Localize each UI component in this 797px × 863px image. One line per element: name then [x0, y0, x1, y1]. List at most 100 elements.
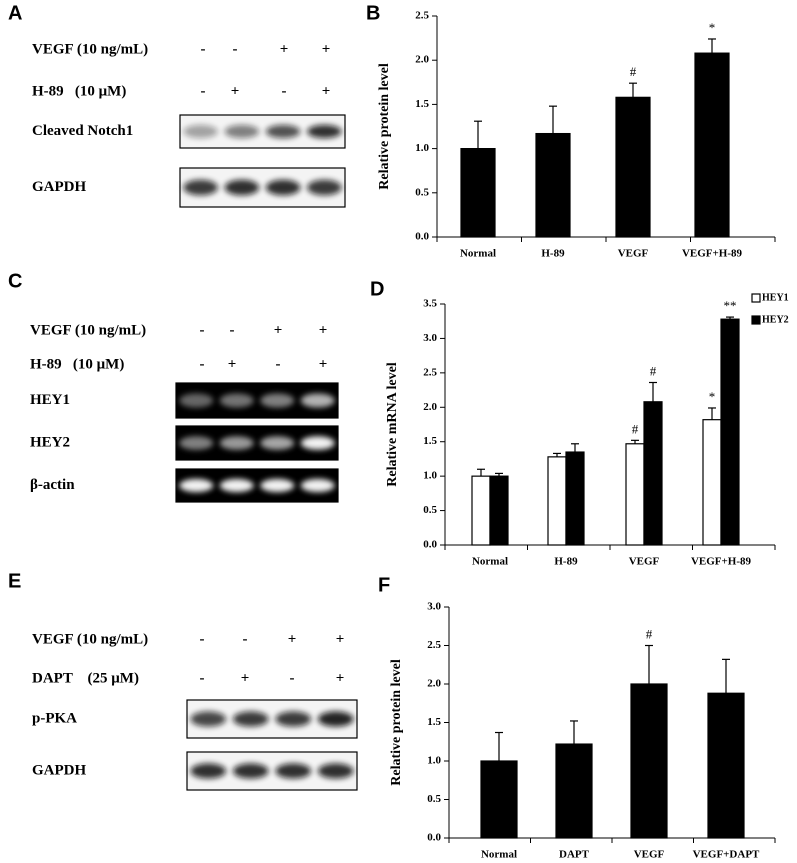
condition-sign: - [243, 631, 248, 647]
band [232, 763, 269, 779]
condition-sign: + [231, 83, 240, 99]
condition-sign: + [336, 631, 345, 647]
y-tick-label: 1.0 [427, 755, 441, 767]
condition-sign: + [322, 83, 331, 99]
condition-sign: + [274, 322, 283, 338]
condition-label: VEGF (10 ng/mL) [30, 322, 146, 338]
x-tick-label: VEGF [618, 248, 649, 260]
bar [555, 743, 593, 839]
bar [565, 451, 585, 546]
significance-label: * [709, 20, 716, 35]
condition-sign: - [200, 631, 205, 647]
condition-sign: - [200, 356, 205, 372]
y-tick-label: 2.0 [415, 54, 429, 66]
y-tick-label: 2.5 [415, 10, 429, 22]
condition-sign: + [241, 670, 250, 686]
x-tick-label: Normal [460, 248, 496, 260]
significance-label: # [632, 421, 639, 436]
band-label: HEY1 [30, 392, 70, 408]
condition-sign: + [280, 41, 289, 57]
condition-sign: + [319, 356, 328, 372]
band-label: Cleaved Notch1 [32, 123, 133, 139]
band [183, 179, 218, 196]
band-label: GAPDH [32, 179, 86, 195]
band-label: β-actin [30, 477, 75, 493]
x-tick-label: VEGF+H-89 [682, 248, 743, 260]
x-tick-label: Normal [481, 849, 517, 861]
band [179, 436, 214, 450]
bar [547, 456, 567, 546]
x-tick-label: VEGF [629, 556, 660, 568]
legend-label: HEY1 [762, 292, 789, 303]
x-tick-label: VEGF [634, 849, 665, 861]
legend-label: HEY2 [762, 314, 789, 325]
panel-letter: E [8, 570, 21, 592]
condition-label: H-89 (10 μM) [30, 356, 124, 372]
panel-letter: A [8, 2, 22, 24]
band [260, 436, 295, 450]
x-tick-label: Normal [472, 556, 508, 568]
y-axis-label: Relative mRNA level [385, 362, 400, 487]
band [265, 179, 301, 196]
x-tick-label: VEGF+H-89 [691, 556, 752, 568]
y-tick-label: 1.0 [415, 142, 429, 154]
y-tick-label: 1.5 [427, 716, 441, 728]
band [307, 179, 342, 196]
y-tick-label: 1.0 [423, 470, 437, 482]
bar [702, 419, 722, 546]
y-tick-label: 3.0 [427, 601, 441, 613]
condition-label: DAPT (25 μM) [32, 670, 139, 686]
y-tick-label: 1.5 [423, 435, 437, 447]
y-tick-label: 2.0 [423, 401, 437, 413]
bar [615, 96, 651, 238]
condition-sign: - [201, 41, 206, 57]
condition-sign: - [200, 670, 205, 686]
x-tick-label: H-89 [554, 556, 578, 568]
y-tick-label: 2.5 [427, 639, 441, 651]
y-tick-label: 0.5 [415, 186, 429, 198]
band [183, 124, 218, 139]
bar [480, 760, 518, 839]
band [307, 124, 342, 139]
panel-letter: D [370, 278, 384, 300]
condition-sign: - [276, 356, 281, 372]
band [219, 478, 254, 493]
band [179, 478, 214, 493]
x-tick-label: H-89 [541, 248, 565, 260]
y-axis-label: Relative protein level [377, 63, 392, 190]
condition-sign: + [319, 322, 328, 338]
condition-sign: - [282, 83, 287, 99]
band [190, 763, 227, 779]
band [260, 478, 295, 493]
y-tick-label: 0.0 [423, 539, 437, 551]
y-tick-label: 2.5 [423, 366, 437, 378]
band [265, 124, 301, 139]
band [317, 711, 354, 727]
band-label: GAPDH [32, 762, 86, 778]
band-label: HEY2 [30, 434, 70, 450]
condition-sign: + [336, 670, 345, 686]
condition-sign: - [233, 41, 238, 57]
band [179, 393, 214, 408]
panel-letter: B [366, 2, 380, 24]
bar [694, 52, 730, 238]
bar [630, 683, 668, 839]
band-label: p-PKA [32, 710, 77, 726]
band [224, 179, 260, 196]
significance-label: # [650, 363, 657, 378]
band [232, 711, 269, 727]
condition-label: VEGF (10 ng/mL) [32, 41, 148, 57]
condition-sign: + [228, 356, 237, 372]
band [190, 711, 227, 727]
condition-sign: + [288, 631, 297, 647]
band [219, 436, 254, 450]
legend-swatch [751, 315, 761, 325]
condition-sign: - [200, 322, 205, 338]
bar [489, 475, 509, 546]
y-tick-label: 3.0 [423, 332, 437, 344]
y-tick-label: 0.5 [427, 793, 441, 805]
band [260, 393, 295, 408]
bar [535, 132, 571, 238]
y-axis-label: Relative protein level [389, 659, 404, 786]
